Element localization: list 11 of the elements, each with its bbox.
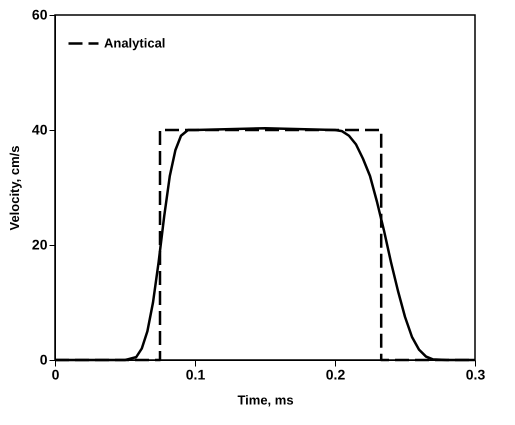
y-axis-title: Velocity, cm/s	[6, 145, 22, 231]
x-tick-label: 0.3	[466, 366, 486, 382]
y-tick-label: 0	[40, 352, 48, 368]
y-tick-label: 40	[32, 122, 48, 138]
x-tick-label: 0	[52, 366, 60, 382]
x-tick-label: 0.1	[186, 366, 206, 382]
y-tick-label: 60	[32, 6, 48, 22]
x-axis-title: Time, ms	[237, 392, 294, 408]
x-tick-label: 0.2	[326, 366, 346, 382]
legend-label: Analytical	[104, 36, 166, 50]
y-tick-label: 20	[32, 236, 48, 252]
